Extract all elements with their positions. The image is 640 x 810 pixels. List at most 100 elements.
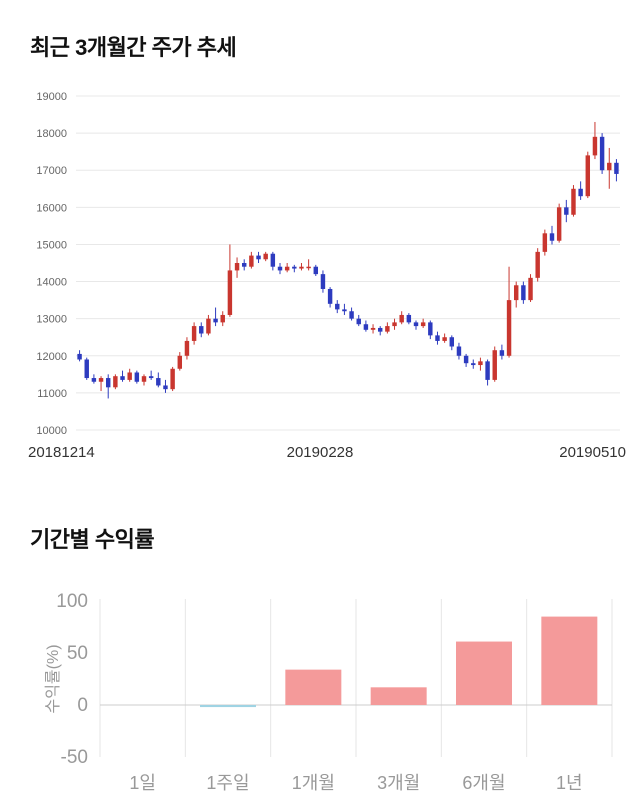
- candle-body: [342, 309, 347, 312]
- candle-body: [442, 337, 447, 341]
- candle-body: [392, 322, 397, 327]
- candle-body: [592, 136, 598, 156]
- candle-body: [521, 285, 526, 301]
- return-bar: [370, 687, 427, 705]
- candle-body: [542, 233, 548, 252]
- y-tick-label: 14000: [36, 277, 67, 289]
- y-tick-label: 10000: [36, 425, 67, 437]
- candle-body: [564, 207, 569, 215]
- candle-body: [320, 274, 326, 289]
- returns-chart-title: 기간별 수익률: [30, 527, 155, 552]
- candle-body: [456, 346, 462, 356]
- candle-body: [227, 270, 233, 315]
- candle-body: [327, 288, 333, 304]
- y-tick-label: 12000: [36, 351, 67, 363]
- candle-body: [377, 327, 383, 332]
- y-tick-label: 100: [56, 591, 88, 612]
- return-bar: [200, 705, 256, 708]
- candle-body: [241, 263, 247, 267]
- x-category-label: 1개월: [292, 773, 335, 793]
- return-bar: [456, 641, 512, 705]
- candle-body: [148, 376, 154, 379]
- returns-bar-chart: -50 0 50 100 수익률(%) 1일 1주일 1개월 3개월 6개월 1년: [44, 591, 613, 793]
- candle-body: [292, 266, 297, 269]
- x-category-label: 3개월: [377, 773, 420, 793]
- candle-body: [163, 385, 168, 390]
- candle-body: [170, 368, 175, 390]
- candle-body: [284, 266, 290, 271]
- candle-body: [578, 188, 583, 197]
- candle-body: [299, 266, 304, 269]
- candle-body: [263, 253, 268, 260]
- candle-body: [492, 350, 497, 380]
- candle-body: [535, 251, 540, 278]
- candle-body: [105, 378, 111, 388]
- candle-body: [306, 266, 311, 269]
- x-category-label: 1주일: [206, 773, 249, 793]
- x-axis-label-start: 20181214: [28, 444, 95, 461]
- candle-body: [571, 188, 576, 215]
- candle-body: [213, 318, 218, 323]
- candle-body: [528, 277, 533, 301]
- candle-body: [435, 335, 440, 341]
- candle-body: [177, 355, 183, 369]
- candle-body: [134, 372, 140, 382]
- candle-body: [499, 350, 505, 356]
- candlestick-chart: 10000 11000 12000 13000 14000 15000 16000 17000…: [36, 91, 620, 437]
- candle-body: [556, 207, 562, 241]
- candle-body: [206, 318, 211, 334]
- candle-body: [449, 337, 455, 347]
- x-category-label: 6개월: [462, 773, 505, 793]
- x-category-label: 1년: [556, 773, 583, 793]
- y-tick-label: -50: [61, 747, 88, 768]
- candle-body: [184, 340, 190, 356]
- candle-body: [249, 255, 254, 267]
- candlestick-x-axis: 20181214 20190228 20190510: [0, 444, 640, 466]
- candle-body: [98, 378, 104, 382]
- candle-body: [335, 303, 340, 310]
- candle-body: [356, 318, 361, 325]
- y-tick-label: 19000: [36, 91, 67, 103]
- candle-body: [585, 155, 591, 197]
- candle-body: [420, 322, 426, 327]
- y-tick-label: 50: [67, 643, 88, 664]
- candle-body: [199, 326, 204, 334]
- y-axis-title: 수익률(%): [44, 644, 62, 713]
- candle-body: [363, 324, 369, 330]
- y-tick-label: 0: [77, 695, 88, 716]
- candle-body: [277, 266, 283, 271]
- candle-body: [549, 233, 555, 241]
- y-tick-label: 17000: [36, 165, 67, 177]
- candle-body: [141, 376, 147, 382]
- candle-body: [370, 327, 376, 330]
- y-tick-label: 16000: [36, 202, 67, 214]
- candle-body: [471, 363, 476, 366]
- candle-body: [513, 285, 519, 301]
- y-tick-label: 13000: [36, 314, 67, 326]
- candle-body: [428, 322, 433, 336]
- candle-body: [413, 322, 419, 327]
- candle-body: [156, 378, 161, 386]
- x-axis-label-mid: 20190228: [286, 444, 354, 461]
- candle-body: [406, 314, 412, 323]
- candle-body: [485, 361, 490, 380]
- y-tick-label: 15000: [36, 239, 67, 251]
- candle-body: [313, 266, 319, 275]
- candle-body: [607, 162, 612, 171]
- candle-body: [614, 162, 619, 174]
- candle-body: [91, 378, 97, 382]
- candle-body: [478, 361, 483, 366]
- price-chart-title: 최근 3개월간 주가 추세: [30, 35, 237, 60]
- return-bar: [285, 669, 342, 705]
- candle-body: [599, 136, 605, 171]
- x-category-label: 1일: [129, 773, 156, 793]
- y-tick-label: 11000: [37, 388, 67, 400]
- candle-body: [120, 376, 125, 380]
- candle-body: [506, 300, 512, 356]
- candle-body: [256, 255, 261, 260]
- candle-body: [113, 376, 118, 388]
- candle-body: [127, 372, 132, 380]
- candle-body: [84, 359, 89, 379]
- candle-body: [220, 314, 225, 323]
